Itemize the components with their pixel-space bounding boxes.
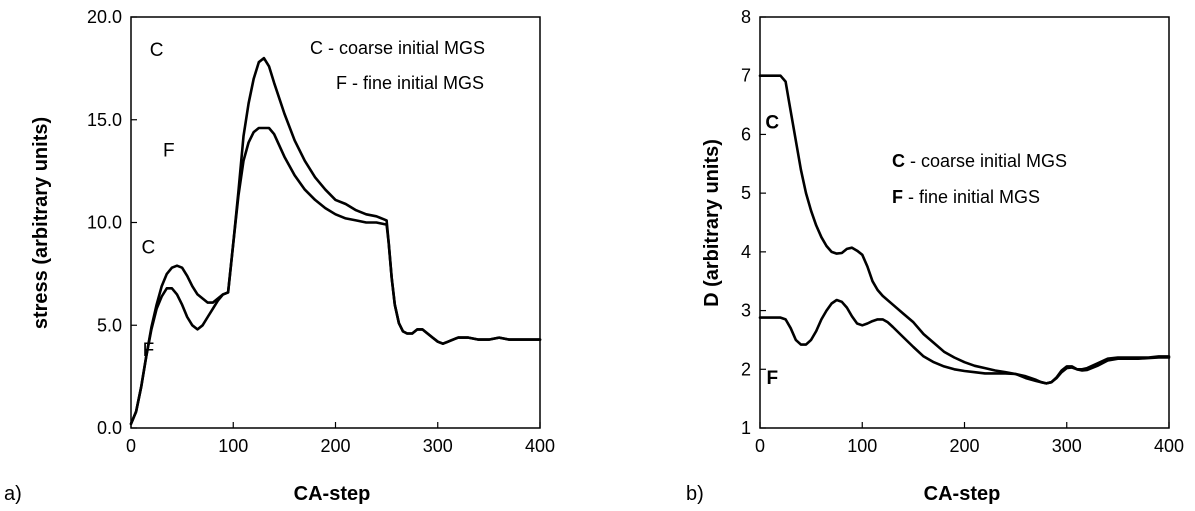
- series-line-f: [129, 126, 542, 426]
- y-tick-label: 4: [741, 242, 751, 262]
- panel-label-b: b): [686, 483, 704, 505]
- x-tick-label: 300: [423, 436, 453, 456]
- curve-label-c: C: [142, 237, 156, 258]
- y-tick-label: 3: [741, 301, 751, 321]
- legend-entry-coarse: C - coarse initial MGS: [892, 151, 1067, 171]
- y-tick-label: 1: [741, 418, 751, 438]
- x-tick-label: 100: [847, 436, 877, 456]
- panel-label-a: a): [4, 483, 22, 505]
- x-tick-label: 200: [949, 436, 979, 456]
- y-tick-label: 10.0: [87, 213, 122, 233]
- y-tick-label: 7: [741, 66, 751, 86]
- plot-frame: [759, 16, 1170, 429]
- axis-ticks: 0 100 200 300 400 1 2 3 4 5 6 7 8: [741, 7, 1184, 456]
- y-tick-label: 5: [741, 183, 751, 203]
- curve-labels: CF: [765, 113, 779, 389]
- y-tick-label: 0.0: [97, 418, 122, 438]
- x-axis-title: CA-step: [924, 483, 1001, 505]
- y-axis-title: D (arbitrary units): [701, 139, 723, 307]
- curve-label-c: C: [765, 113, 779, 134]
- y-tick-label: 2: [741, 359, 751, 379]
- d-chart: b) CA-step D (arbitrary units) 0 100 200 30…: [686, 7, 1184, 505]
- stress-chart: a) CA-step stress (arbitrary units) 0 100…: [4, 7, 555, 505]
- y-tick-label: 20.0: [87, 7, 122, 27]
- curve-label-f: F: [766, 368, 778, 389]
- series-line-c: [129, 56, 542, 426]
- legend-text-fine: - fine initial MGS: [903, 187, 1040, 207]
- legend-entry-fine: F - fine initial MGS: [336, 73, 484, 93]
- plot-frame: [130, 16, 541, 429]
- x-tick-label: 0: [126, 436, 136, 456]
- y-tick-label: 6: [741, 124, 751, 144]
- legend-key-fine: F: [892, 187, 903, 207]
- x-tick-label: 300: [1052, 436, 1082, 456]
- legend-text-coarse: - coarse initial MGS: [905, 151, 1067, 171]
- legend-key-coarse: C: [892, 151, 905, 171]
- legend-entry-fine: F - fine initial MGS: [892, 187, 1040, 207]
- curve-label-f: F: [163, 141, 175, 162]
- series-line-f: [758, 298, 1171, 385]
- axis-ticks: 0 100 200 300 400 0.0 5.0 10.0 15.0 20.0: [87, 7, 555, 456]
- y-tick-label: 15.0: [87, 110, 122, 130]
- y-tick-label: 8: [741, 7, 751, 27]
- series-lines: [129, 56, 542, 426]
- x-tick-label: 0: [755, 436, 765, 456]
- x-tick-label: 100: [218, 436, 248, 456]
- legend-entry-coarse: C - coarse initial MGS: [310, 38, 485, 58]
- series-lines: [758, 74, 1171, 385]
- x-tick-label: 400: [1154, 436, 1184, 456]
- x-axis-title: CA-step: [294, 483, 371, 505]
- curve-label-f: F: [143, 340, 155, 361]
- x-tick-label: 200: [320, 436, 350, 456]
- y-tick-label: 5.0: [97, 315, 122, 335]
- curve-labels: C F C F: [142, 40, 175, 361]
- x-tick-label: 400: [525, 436, 555, 456]
- y-axis-title: stress (arbitrary units): [30, 117, 52, 329]
- series-line-c: [758, 74, 1171, 385]
- curve-label-c: C: [150, 40, 164, 61]
